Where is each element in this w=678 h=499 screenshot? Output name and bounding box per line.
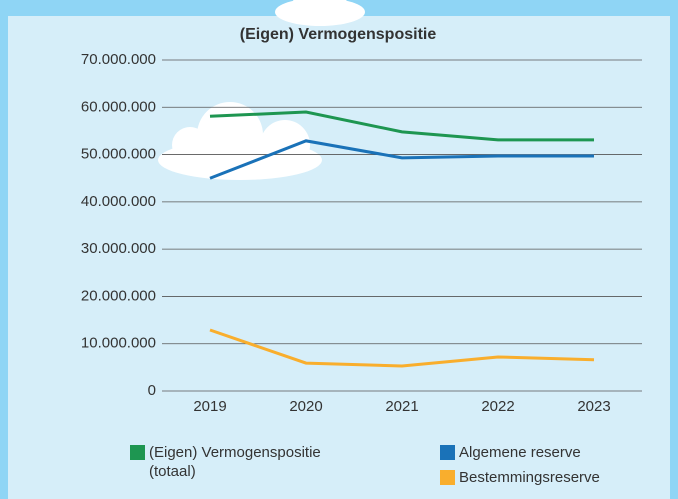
legend-swatch — [440, 470, 455, 485]
x-tick-label: 2023 — [577, 398, 610, 415]
x-tick-label: 2021 — [385, 398, 418, 415]
legend-swatch — [130, 445, 145, 460]
y-tick-label: 20.000.000 — [81, 287, 156, 304]
y-tick-label: 40.000.000 — [81, 193, 156, 210]
cloud — [158, 0, 365, 180]
chart-title: (Eigen) Vermogenspositie — [240, 26, 437, 43]
legend-label: Bestemmingsreserve — [459, 469, 600, 486]
legend-item: Bestemmingsreserve — [440, 468, 660, 487]
line-series — [209, 110, 594, 142]
line-series — [209, 139, 594, 180]
legend-swatch — [440, 445, 455, 460]
x-tick-label: 2020 — [289, 398, 322, 415]
y-tick-label: 70.000.000 — [81, 51, 156, 68]
y-tick-label: 10.000.000 — [81, 335, 156, 352]
panel — [8, 16, 670, 499]
legend-item: Algemene reserve — [440, 443, 660, 462]
legend-item: (Eigen) Vermogenspositie (totaal) — [130, 443, 370, 481]
y-tick-label: 50.000.000 — [81, 146, 156, 163]
x-tick-label: 2022 — [481, 398, 514, 415]
line-series — [209, 328, 595, 368]
legend-label: (Eigen) Vermogenspositie (totaal) — [149, 444, 321, 480]
y-tick-label: 0 — [148, 382, 156, 399]
x-tick-label: 2019 — [193, 398, 226, 415]
legend-label: Algemene reserve — [459, 444, 581, 461]
y-tick-label: 60.000.000 — [81, 98, 156, 115]
y-tick-label: 30.000.000 — [81, 240, 156, 257]
